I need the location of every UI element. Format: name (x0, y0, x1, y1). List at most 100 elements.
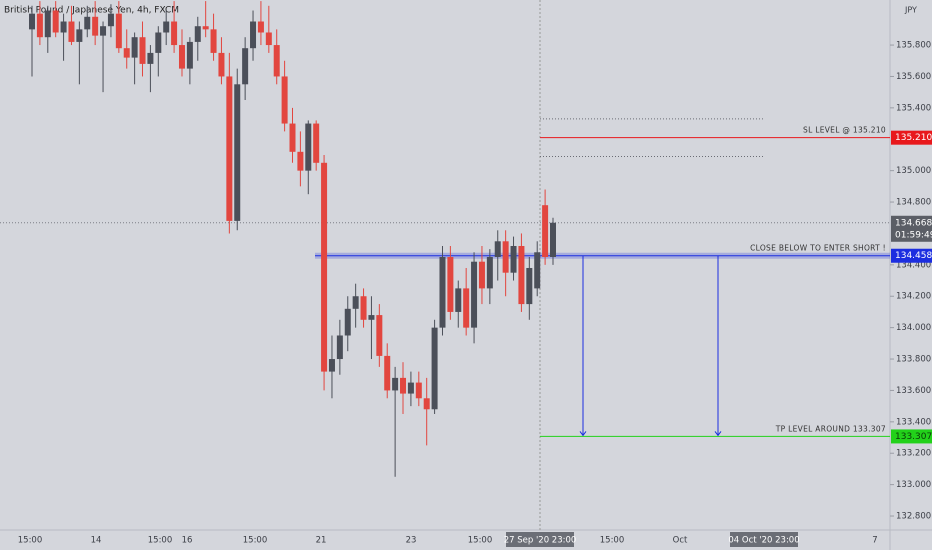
candle-body (171, 21, 178, 46)
candle-body (336, 335, 343, 360)
candle-body (92, 16, 99, 36)
price-tag: 133.307 (895, 432, 932, 442)
candle-body (242, 48, 249, 85)
candle-body (392, 377, 399, 391)
y-tick-label: 135.800 (896, 41, 931, 51)
candle-body (234, 84, 241, 221)
candle-body (257, 21, 264, 33)
x-tick-label: 23 (406, 536, 417, 546)
last-price-tag-bg (891, 215, 932, 242)
y-tick-label: 134.400 (896, 260, 931, 270)
candle-body (273, 45, 280, 77)
candle-body (186, 41, 193, 69)
currency-label: JPY (904, 6, 917, 15)
y-tick-label: 134.800 (896, 198, 931, 208)
candle-body (486, 256, 493, 289)
x-tick-label: 16 (182, 536, 193, 546)
arrow-head (714, 431, 722, 437)
candle-body (415, 382, 422, 399)
candle-body (400, 377, 407, 394)
candle-body (526, 267, 533, 305)
candle-body (123, 48, 130, 58)
y-tick-label: 135.000 (896, 166, 931, 176)
x-tick-label: 15:00 (148, 536, 173, 546)
level-label: SL LEVEL @ 135.210 (803, 126, 886, 135)
x-tick-label: 7 (872, 536, 877, 546)
x-tick-label: 21 (316, 536, 327, 546)
price-tag-bg (891, 130, 932, 145)
candle-body (281, 76, 288, 124)
candle-body (510, 246, 517, 273)
candle-body (431, 327, 438, 410)
candle-body (360, 296, 367, 320)
level-label: CLOSE BELOW TO ENTER SHORT ! (750, 244, 886, 253)
candle-body (550, 222, 556, 257)
y-tick-label: 133.200 (896, 449, 931, 459)
candle-body (376, 315, 383, 356)
candle-body (494, 241, 501, 257)
arrow-head (579, 431, 587, 437)
candle-body (352, 296, 359, 309)
x-tick-label: 15:00 (468, 536, 493, 546)
candle-body (68, 21, 75, 42)
candle-body (250, 21, 257, 49)
x-tick-label: 14 (91, 536, 102, 546)
candle-body (534, 252, 541, 289)
y-tick-label: 133.400 (896, 417, 931, 427)
price-tag: 134.458 (895, 251, 932, 261)
candle-body (139, 37, 146, 64)
candle-body (478, 261, 485, 289)
candle-body (368, 315, 375, 320)
x-tick-label: 27 Sep '20 23:00 (504, 536, 577, 546)
candle-body (115, 13, 122, 49)
candle-body (218, 52, 225, 77)
candle-body (178, 45, 185, 69)
candle-body (297, 151, 304, 171)
candle-body (131, 37, 138, 58)
y-tick-label: 132.800 (896, 512, 931, 522)
candle-body (194, 26, 201, 42)
candle-body (265, 32, 272, 46)
price-tag: 135.210 (895, 133, 932, 143)
candle-body (147, 52, 154, 64)
candle-body (542, 205, 549, 257)
candle-body (321, 162, 328, 372)
candle-body (328, 359, 335, 372)
candle-body (439, 256, 446, 328)
candle-body (44, 10, 51, 38)
y-tick-label: 135.400 (896, 103, 931, 113)
y-tick-label: 133.800 (896, 355, 931, 365)
x-label-box (730, 532, 798, 547)
candle-body (29, 13, 35, 30)
candle-body (202, 26, 209, 30)
x-tick-label: 15:00 (18, 536, 43, 546)
x-tick-label: 15:00 (243, 536, 268, 546)
candle-body (226, 76, 233, 221)
x-tick-label: 15:00 (600, 536, 625, 546)
candle-body (289, 123, 296, 152)
candle-body (423, 398, 430, 410)
candle-body (100, 26, 107, 36)
candle-body (305, 123, 312, 171)
price-tag-bg (891, 429, 932, 444)
x-tick-label: Oct (673, 536, 688, 546)
last-price-tag: 134.668 (895, 218, 932, 228)
candle-body (36, 13, 43, 38)
candle-body (84, 16, 91, 30)
x-tick-label: 04 Oct '20 23:00 (728, 536, 799, 546)
price-tag-bg (891, 248, 932, 263)
level-label: TP LEVEL AROUND 133.307 (775, 424, 886, 433)
y-tick-label: 133.600 (896, 386, 931, 396)
y-tick-label: 135.600 (896, 72, 931, 82)
candle-body (163, 21, 170, 33)
y-tick-label: 134.000 (896, 323, 931, 333)
x-label-box (506, 532, 574, 547)
candle-body (455, 288, 462, 312)
candle-body (471, 261, 478, 328)
candle-body (76, 29, 83, 42)
candle-body (344, 308, 351, 336)
candle-body (518, 246, 525, 305)
candle-body (384, 355, 391, 391)
candle-body (447, 256, 454, 312)
